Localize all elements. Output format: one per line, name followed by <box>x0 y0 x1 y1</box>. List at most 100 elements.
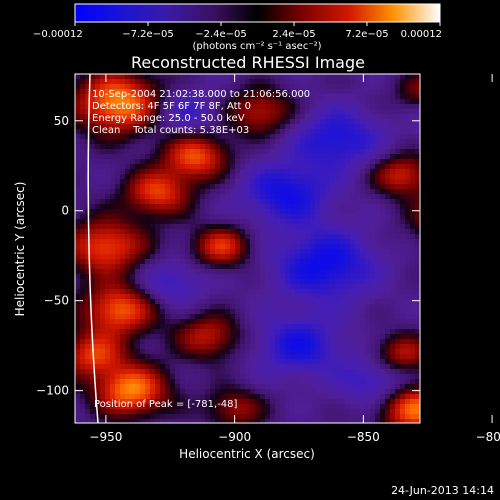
heatmap-cell <box>215 259 221 265</box>
heatmap-cell <box>220 279 226 285</box>
heatmap-cell <box>310 259 316 265</box>
heatmap-cell <box>370 224 376 230</box>
heatmap-cell <box>250 154 256 160</box>
heatmap-cell <box>280 79 286 85</box>
heatmap-cell <box>245 389 251 395</box>
heatmap-cell <box>385 409 391 415</box>
heatmap-cell <box>370 414 376 420</box>
heatmap-cell <box>85 239 91 245</box>
heatmap-cell <box>250 259 256 265</box>
heatmap-cell <box>175 249 181 255</box>
heatmap-cell <box>300 324 306 330</box>
heatmap-cell <box>370 344 376 350</box>
heatmap-cell <box>245 179 251 185</box>
heatmap-cell <box>80 194 86 200</box>
heatmap-cell <box>95 399 101 405</box>
heatmap-cell <box>145 184 151 190</box>
heatmap-cell <box>300 244 306 250</box>
heatmap-cell <box>305 94 311 100</box>
heatmap-cell <box>230 179 236 185</box>
heatmap-cell <box>125 219 131 225</box>
heatmap-cell <box>400 214 406 220</box>
heatmap-cell <box>225 229 231 235</box>
heatmap-cell <box>250 244 256 250</box>
heatmap-cell <box>315 374 321 380</box>
heatmap-cell <box>360 309 366 315</box>
heatmap-cell <box>180 94 186 100</box>
heatmap-cell <box>340 249 346 255</box>
heatmap-cell <box>185 179 191 185</box>
heatmap-cell <box>120 404 126 410</box>
heatmap-cell <box>165 204 171 210</box>
heatmap-cell <box>270 239 276 245</box>
heatmap-cell <box>175 339 181 345</box>
heatmap-cell <box>110 84 116 90</box>
heatmap-cell <box>190 284 196 290</box>
heatmap-cell <box>170 179 176 185</box>
heatmap-cell <box>385 124 391 130</box>
heatmap-cell <box>345 199 351 205</box>
heatmap-cell <box>295 104 301 110</box>
heatmap-cell <box>160 264 166 270</box>
heatmap-cell <box>325 204 331 210</box>
heatmap-cell <box>225 79 231 85</box>
heatmap-cell <box>170 384 176 390</box>
heatmap-cell <box>305 114 311 120</box>
heatmap-cell <box>145 409 151 415</box>
heatmap-cell <box>95 334 101 340</box>
heatmap-cell <box>410 249 416 255</box>
heatmap-cell <box>135 144 141 150</box>
heatmap-cell <box>145 204 151 210</box>
heatmap-cell <box>120 99 126 105</box>
heatmap-cell <box>105 324 111 330</box>
heatmap-cell <box>105 354 111 360</box>
heatmap-cell <box>160 109 166 115</box>
heatmap-cell <box>250 279 256 285</box>
heatmap-cell <box>415 149 420 155</box>
heatmap-cell <box>115 314 121 320</box>
heatmap-cell <box>135 394 141 400</box>
heatmap-cell <box>285 279 291 285</box>
heatmap-cell <box>375 269 381 275</box>
heatmap-cell <box>250 199 256 205</box>
heatmap-cell <box>85 319 91 325</box>
heatmap-cell <box>205 234 211 240</box>
heatmap-cell <box>325 349 331 355</box>
heatmap-cell <box>75 294 81 300</box>
heatmap-cell <box>390 139 396 145</box>
heatmap-cell <box>335 174 341 180</box>
heatmap-cell <box>195 384 201 390</box>
heatmap-cell <box>270 404 276 410</box>
heatmap-cell <box>250 344 256 350</box>
heatmap-cell <box>230 154 236 160</box>
heatmap-cell <box>190 134 196 140</box>
heatmap-cell <box>235 349 241 355</box>
heatmap-cell <box>220 154 226 160</box>
heatmap-cell <box>80 244 86 250</box>
heatmap-cell <box>345 314 351 320</box>
heatmap-cell <box>205 319 211 325</box>
heatmap-cell <box>185 204 191 210</box>
heatmap-cell <box>100 359 106 365</box>
heatmap-cell <box>250 264 256 270</box>
heatmap-cell <box>180 129 186 135</box>
heatmap-cell <box>235 174 241 180</box>
heatmap-cell <box>145 379 151 385</box>
heatmap-cell <box>305 89 311 95</box>
heatmap-cell <box>395 374 401 380</box>
heatmap-cell <box>405 349 411 355</box>
heatmap-cell <box>230 199 236 205</box>
heatmap-cell <box>85 389 91 395</box>
heatmap-cell <box>400 294 406 300</box>
heatmap-cell <box>135 224 141 230</box>
heatmap-cell <box>270 129 276 135</box>
heatmap-cell <box>175 269 181 275</box>
heatmap-cell <box>375 104 381 110</box>
heatmap-cell <box>365 289 371 295</box>
heatmap-cell <box>330 384 336 390</box>
heatmap-cell <box>190 249 196 255</box>
heatmap-cell <box>310 359 316 365</box>
heatmap-cell <box>380 374 386 380</box>
heatmap-cell <box>95 94 101 100</box>
heatmap-cell <box>360 419 366 423</box>
